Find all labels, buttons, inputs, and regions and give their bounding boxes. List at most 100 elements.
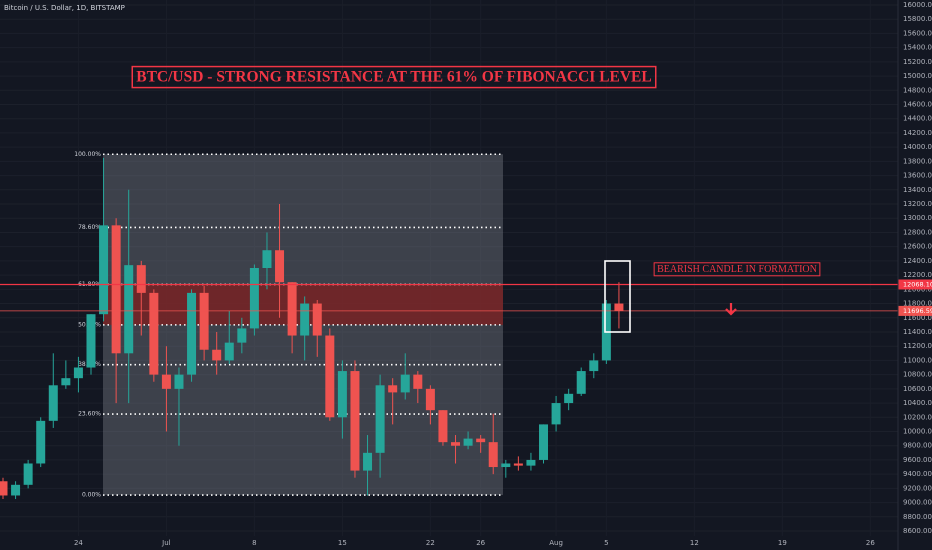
note-box <box>653 262 821 277</box>
chart-title: Bitcoin / U.S. Dollar, 1D, BITSTAMP <box>4 4 125 12</box>
y-tick-label: 12400.00 <box>903 257 932 265</box>
y-tick-label: 10000.00 <box>903 427 932 435</box>
y-tick-label: 13000.00 <box>903 214 932 222</box>
x-tick-label: 24 <box>74 539 83 547</box>
candle-body <box>363 452 373 471</box>
candle-body <box>199 292 209 350</box>
candle-body <box>187 292 197 375</box>
x-tick-label: 26 <box>476 539 485 547</box>
candle-body <box>589 360 599 372</box>
candle-body <box>149 292 159 375</box>
y-tick-label: 12200.00 <box>903 271 932 279</box>
y-tick-label: 15400.00 <box>903 44 932 52</box>
note: BEARISH CANDLE IN FORMATION <box>657 264 817 275</box>
candle-body <box>73 367 83 379</box>
candle-body <box>224 342 234 361</box>
candle-body <box>551 403 561 425</box>
price-label-box <box>898 305 932 316</box>
y-tick-label: 14800.00 <box>903 86 932 94</box>
y-tick-label: 10600.00 <box>903 385 932 393</box>
candle-body <box>526 459 536 466</box>
y-tick-label: 9200.00 <box>903 484 932 492</box>
y-tick-label: 8800.00 <box>903 513 932 521</box>
y-tick-label: 14000.00 <box>903 143 932 151</box>
price-label: 12068.10 <box>903 280 932 288</box>
fib-label: 100.00% <box>74 151 101 158</box>
y-tick-label: 12800.00 <box>903 228 932 236</box>
candle-body <box>312 303 322 336</box>
candle-body <box>325 335 335 418</box>
y-tick-label: 14200.00 <box>903 129 932 137</box>
candle-body <box>61 378 71 386</box>
y-tick-label: 13400.00 <box>903 186 932 194</box>
candle-body <box>111 225 121 354</box>
candle-body <box>438 410 448 443</box>
y-tick-label: 13800.00 <box>903 157 932 165</box>
candle-body <box>212 349 222 361</box>
x-tick-label: 5 <box>604 539 608 547</box>
y-tick-label: 10400.00 <box>903 399 932 407</box>
candle-body <box>451 442 461 446</box>
candle-body <box>136 265 146 293</box>
y-tick-label: 13600.00 <box>903 172 932 180</box>
y-tick-label: 15000.00 <box>903 72 932 80</box>
candle-body <box>275 250 285 283</box>
candle-body <box>237 328 247 343</box>
y-tick-label: 9800.00 <box>903 442 932 450</box>
y-tick-label: 14600.00 <box>903 100 932 108</box>
y-tick-label: 15600.00 <box>903 29 932 37</box>
y-tick-label: 8600.00 <box>903 527 932 535</box>
candle-body <box>463 438 473 446</box>
y-tick-label: 13200.00 <box>903 200 932 208</box>
y-tick-label: 9000.00 <box>903 499 932 507</box>
x-tick-label: 12 <box>690 539 699 547</box>
y-tick-label: 11800.00 <box>903 300 932 308</box>
candle-body <box>174 374 184 389</box>
candle-body <box>249 267 259 329</box>
y-tick-label: 15800.00 <box>903 15 932 23</box>
candle-body <box>161 374 171 389</box>
candle-body <box>513 463 523 466</box>
candle-body <box>0 481 8 496</box>
x-tick-label: 8 <box>252 539 256 547</box>
candle-body <box>425 388 435 411</box>
candle-body <box>488 442 498 468</box>
y-tick-label: 16000.00 <box>903 1 932 9</box>
candle-body <box>337 371 347 418</box>
candle-body <box>23 463 33 485</box>
x-tick-label: 19 <box>778 539 787 547</box>
y-tick-label: 14400.00 <box>903 115 932 123</box>
y-tick-label: 10200.00 <box>903 413 932 421</box>
x-tick-label: 22 <box>426 539 435 547</box>
x-tick-label: Aug <box>549 539 563 547</box>
candle-body <box>287 282 297 336</box>
candle-body <box>86 314 96 368</box>
candle-body <box>300 303 310 336</box>
y-tick-label: 9600.00 <box>903 456 932 464</box>
candle-body <box>539 424 549 460</box>
candle-body <box>413 374 423 389</box>
y-tick-label: 10800.00 <box>903 371 932 379</box>
y-tick-label: 15200.00 <box>903 58 932 66</box>
candle-body <box>11 484 21 496</box>
price-label-box <box>898 279 932 290</box>
price-label: 11696.59 <box>903 307 932 315</box>
fib-label: 78.60% <box>78 224 101 231</box>
y-tick-label: 11400.00 <box>903 328 932 336</box>
candle-body <box>350 371 360 471</box>
caption: BTC/USD - STRONG RESISTANCE AT THE 61% O… <box>136 69 652 86</box>
candle-body <box>99 225 109 315</box>
caption-box <box>131 65 657 89</box>
candle-body <box>564 393 574 404</box>
candle-body <box>36 420 46 464</box>
down-arrow <box>725 303 737 316</box>
candle-body <box>476 438 486 443</box>
y-tick-label: 9400.00 <box>903 470 932 478</box>
y-tick-label: 11000.00 <box>903 356 932 364</box>
candle-body <box>375 385 385 453</box>
candle-body <box>388 385 398 393</box>
fib-label: 23.60% <box>78 411 101 418</box>
candle-body <box>614 303 624 311</box>
y-tick-label: 12600.00 <box>903 243 932 251</box>
